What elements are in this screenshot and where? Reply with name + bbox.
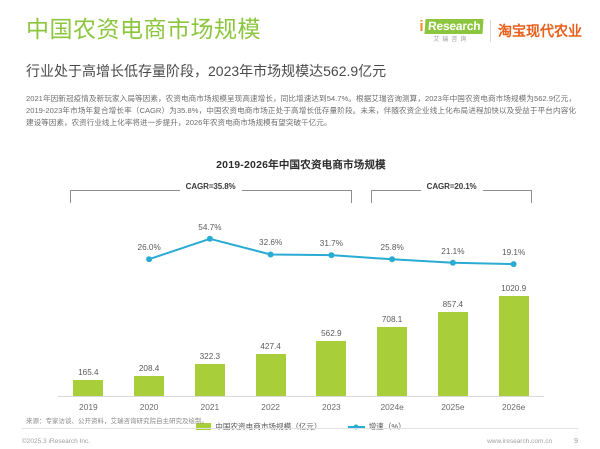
slide-footer: ©2025.3 iResearch Inc. www.iresearch.com…	[22, 434, 578, 448]
legend-item[interactable]: 中国农资电商市场规模（亿元）	[196, 421, 322, 432]
bar-value-label: 322.3	[199, 352, 221, 362]
bar	[437, 312, 468, 396]
legend-item[interactable]: 增速（%）	[347, 421, 406, 432]
bar-column: 165.4	[58, 205, 119, 396]
x-axis-tick-label: 2020	[139, 402, 159, 412]
growth-value-label: 21.1%	[441, 246, 465, 256]
growth-value-label: 25.8%	[380, 243, 404, 253]
bar-column: 857.4	[423, 205, 484, 396]
chart-panel: 2019-2026年中国农资电商市场规模 CAGR=35.8% CAGR=20.1…	[58, 157, 544, 431]
bar	[255, 354, 286, 396]
bar	[377, 326, 408, 396]
iresearch-chinese-name: 艾瑞咨询	[433, 36, 470, 43]
x-axis-line	[58, 396, 544, 397]
footer-right-group: www.iresearch.com.cn 9	[487, 438, 578, 445]
iresearch-wordmark: i Research	[419, 17, 484, 35]
x-axis-tick-label: 2023	[322, 402, 341, 412]
iresearch-i-letter: i	[419, 17, 424, 35]
bar	[316, 340, 347, 396]
page-title: 中国农资电商市场规模	[26, 16, 261, 42]
iresearch-name: Research	[424, 18, 484, 34]
iresearch-logo: i Research 艾瑞咨询	[419, 17, 484, 44]
bar	[73, 379, 104, 396]
x-axis-tick-label: 2025e	[441, 402, 465, 412]
bar	[134, 375, 165, 396]
growth-value-label: 19.1%	[502, 248, 526, 258]
source-note: 来源：专家访谈、公开资料，艾瑞咨询研究院自主研究及绘制。	[26, 418, 208, 425]
bar-value-label: 857.4	[442, 300, 464, 310]
legend-bar-swatch	[196, 423, 212, 430]
bar-value-label: 1020.9	[501, 284, 527, 293]
legend-label: 增速（%）	[368, 422, 406, 431]
x-axis-tick-label: 2019	[79, 402, 98, 412]
bar-column: 427.4	[240, 205, 301, 396]
chart-legend: 中国农资电商市场规模（亿元） 增速（%）	[58, 421, 544, 432]
bar	[498, 296, 529, 396]
x-axis-labels: 2019 2020 2021 2022 2023 2024e 2025e 2026e	[58, 402, 544, 412]
growth-value-label: 26.0%	[137, 243, 161, 253]
legend-line-dot	[353, 424, 359, 429]
copyright-text: ©2025.3 iResearch Inc.	[22, 437, 91, 445]
bar-column: 708.1	[362, 205, 423, 396]
cagr-bracket	[370, 190, 533, 203]
footer-divider	[22, 428, 578, 429]
bar-column: 322.3	[180, 205, 241, 396]
x-axis-tick-label: 2026e	[501, 402, 526, 412]
logo-divider	[490, 20, 491, 42]
bar-value-label: 208.4	[138, 363, 160, 373]
partner-logo: 淘宝现代农业	[498, 23, 582, 39]
chart-title: 2019-2026年中国农资电商市场规模	[216, 159, 386, 171]
growth-value-label: 32.6%	[259, 238, 283, 248]
bar-value-label: 708.1	[381, 314, 403, 324]
page-subtitle: 行业处于高增长低存量阶段，2023年市场规模达562.9亿元	[26, 63, 387, 79]
x-axis-tick-label: 2022	[261, 402, 280, 412]
cagr-annotation-row: CAGR=35.8% CAGR=20.1%	[60, 181, 542, 203]
growth-value-label: 31.7%	[319, 239, 343, 249]
growth-value-label: 54.7%	[198, 222, 222, 232]
bar-column: 562.9	[301, 205, 362, 396]
bar-value-label: 165.4	[78, 367, 99, 377]
cagr-label: CAGR=35.8%	[179, 182, 242, 191]
legend-line-swatch	[347, 423, 365, 430]
x-axis-tick-label: 2024e	[380, 402, 404, 412]
logo-block: i Research 艾瑞咨询 淘宝现代农业	[419, 16, 582, 46]
bar-column: 208.4	[119, 205, 180, 396]
bar-series-group: 165.4 208.4 322.3 427.4 562.9 708.1 857.4 1020.…	[58, 205, 544, 396]
bar-value-label: 562.9	[321, 328, 342, 338]
website-url: www.iresearch.com.cn	[487, 437, 553, 445]
bar-value-label: 427.4	[260, 342, 281, 352]
bar-column: 1020.9	[483, 205, 544, 396]
legend-label: 中国农资电商市场规模（亿元）	[215, 422, 322, 431]
cagr-bracket	[69, 190, 352, 203]
x-axis-tick-label: 2021	[200, 402, 220, 412]
chart-plot-area: 165.4 208.4 322.3 427.4 562.9 708.1 857.4 1020.…	[58, 205, 544, 397]
page-number: 9	[574, 437, 578, 445]
cagr-label: CAGR=20.1%	[420, 182, 483, 191]
body-paragraph: 2021年因新冠疫情及新玩家入局等因素，农资电商市场规模呈现高速增长，同比增速达…	[26, 94, 576, 128]
slide-header: 中国农资电商市场规模 i Research 艾瑞咨询 淘宝现代农业	[26, 14, 582, 54]
bar	[194, 364, 225, 396]
